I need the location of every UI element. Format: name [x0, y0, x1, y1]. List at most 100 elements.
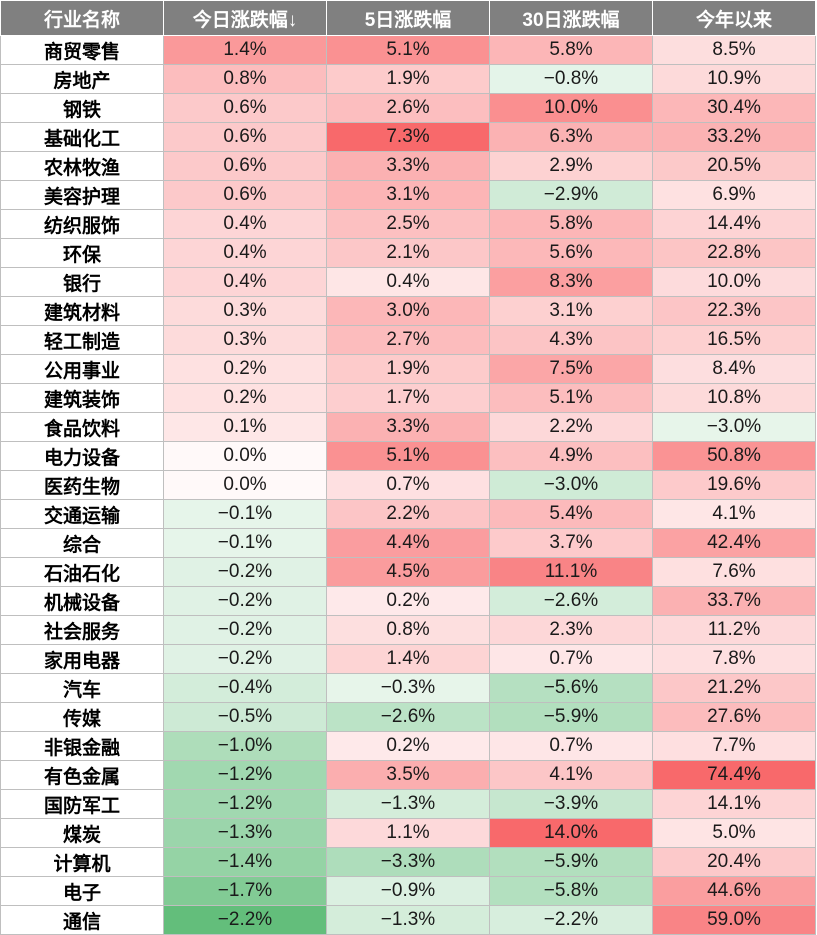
industry-name-cell: 钢铁 [0, 93, 164, 123]
industry-name-cell: 美容护理 [0, 180, 164, 210]
5day-change-cell: 2.6% [326, 93, 490, 123]
today-change-cell: 0.2% [163, 383, 327, 413]
5day-change-cell: −0.3% [326, 673, 490, 703]
table-row: 非银金融 −1.0% 0.2% 0.7% 7.7% [0, 731, 816, 761]
ytd-change-cell: 10.0% [652, 267, 816, 297]
30day-change-cell: 0.7% [489, 644, 653, 674]
ytd-change-cell: 8.4% [652, 354, 816, 384]
industry-name-cell: 综合 [0, 528, 164, 558]
today-change-cell: 0.1% [163, 412, 327, 442]
header-today-change[interactable]: 今日涨跌幅↓ [163, 0, 327, 36]
industry-name-cell: 非银金融 [0, 731, 164, 761]
ytd-change-cell: 22.8% [652, 238, 816, 268]
ytd-change-cell: 21.2% [652, 673, 816, 703]
table-row: 交通运输 −0.1% 2.2% 5.4% 4.1% [0, 499, 816, 529]
table-row: 家用电器 −0.2% 1.4% 0.7% 7.8% [0, 644, 816, 674]
today-change-cell: −2.2% [163, 905, 327, 935]
30day-change-cell: 7.5% [489, 354, 653, 384]
table-row: 机械设备 −0.2% 0.2% −2.6% 33.7% [0, 586, 816, 616]
header-industry-name[interactable]: 行业名称 [0, 0, 164, 36]
industry-name-cell: 房地产 [0, 64, 164, 94]
header-30day-change[interactable]: 30日涨跌幅 [489, 0, 653, 36]
5day-change-cell: −2.6% [326, 702, 490, 732]
ytd-change-cell: 50.8% [652, 441, 816, 471]
table-row: 钢铁 0.6% 2.6% 10.0% 30.4% [0, 93, 816, 123]
today-change-cell: 0.8% [163, 64, 327, 94]
header-ytd-change[interactable]: 今年以来 [652, 0, 816, 36]
5day-change-cell: 1.1% [326, 818, 490, 848]
table-row: 食品饮料 0.1% 3.3% 2.2% −3.0% [0, 412, 816, 442]
ytd-change-cell: 6.9% [652, 180, 816, 210]
table-row: 美容护理 0.6% 3.1% −2.9% 6.9% [0, 180, 816, 210]
today-change-cell: −1.2% [163, 789, 327, 819]
today-change-cell: 0.0% [163, 441, 327, 471]
30day-change-cell: 5.8% [489, 35, 653, 65]
30day-change-cell: 8.3% [489, 267, 653, 297]
30day-change-cell: −5.9% [489, 702, 653, 732]
30day-change-cell: 5.4% [489, 499, 653, 529]
ytd-change-cell: 42.4% [652, 528, 816, 558]
today-change-cell: −0.2% [163, 586, 327, 616]
industry-name-cell: 电子 [0, 876, 164, 906]
30day-change-cell: −3.0% [489, 470, 653, 500]
5day-change-cell: 3.0% [326, 296, 490, 326]
ytd-change-cell: 10.9% [652, 64, 816, 94]
30day-change-cell: 5.1% [489, 383, 653, 413]
industry-name-cell: 食品饮料 [0, 412, 164, 442]
30day-change-cell: 2.2% [489, 412, 653, 442]
table-row: 电力设备 0.0% 5.1% 4.9% 50.8% [0, 441, 816, 471]
ytd-change-cell: 14.1% [652, 789, 816, 819]
5day-change-cell: 2.5% [326, 209, 490, 239]
5day-change-cell: 1.9% [326, 354, 490, 384]
ytd-change-cell: 33.7% [652, 586, 816, 616]
ytd-change-cell: 4.1% [652, 499, 816, 529]
30day-change-cell: 14.0% [489, 818, 653, 848]
ytd-change-cell: 7.7% [652, 731, 816, 761]
header-5day-change[interactable]: 5日涨跌幅 [326, 0, 490, 36]
industry-name-cell: 环保 [0, 238, 164, 268]
5day-change-cell: −3.3% [326, 847, 490, 877]
industry-name-cell: 建筑材料 [0, 296, 164, 326]
today-change-cell: −0.1% [163, 528, 327, 558]
today-change-cell: 0.3% [163, 296, 327, 326]
5day-change-cell: −1.3% [326, 789, 490, 819]
table-row: 汽车 −0.4% −0.3% −5.6% 21.2% [0, 673, 816, 703]
ytd-change-cell: −3.0% [652, 412, 816, 442]
today-change-cell: −0.5% [163, 702, 327, 732]
industry-name-cell: 电力设备 [0, 441, 164, 471]
industry-name-cell: 建筑装饰 [0, 383, 164, 413]
5day-change-cell: 2.2% [326, 499, 490, 529]
today-change-cell: −0.2% [163, 644, 327, 674]
30day-change-cell: −2.2% [489, 905, 653, 935]
today-change-cell: −0.4% [163, 673, 327, 703]
ytd-change-cell: 7.6% [652, 557, 816, 587]
30day-change-cell: −2.6% [489, 586, 653, 616]
table-row: 传媒 −0.5% −2.6% −5.9% 27.6% [0, 702, 816, 732]
30day-change-cell: 4.3% [489, 325, 653, 355]
30day-change-cell: −3.9% [489, 789, 653, 819]
table-row: 煤炭 −1.3% 1.1% 14.0% 5.0% [0, 818, 816, 848]
30day-change-cell: 10.0% [489, 93, 653, 123]
table-row: 农林牧渔 0.6% 3.3% 2.9% 20.5% [0, 151, 816, 181]
today-change-cell: 0.4% [163, 209, 327, 239]
ytd-change-cell: 30.4% [652, 93, 816, 123]
5day-change-cell: 0.8% [326, 615, 490, 645]
industry-name-cell: 交通运输 [0, 499, 164, 529]
industry-name-cell: 汽车 [0, 673, 164, 703]
30day-change-cell: 3.1% [489, 296, 653, 326]
5day-change-cell: 3.1% [326, 180, 490, 210]
5day-change-cell: −1.3% [326, 905, 490, 935]
table-row: 银行 0.4% 0.4% 8.3% 10.0% [0, 267, 816, 297]
today-change-cell: −0.1% [163, 499, 327, 529]
5day-change-cell: −0.9% [326, 876, 490, 906]
30day-change-cell: 5.6% [489, 238, 653, 268]
industry-name-cell: 基础化工 [0, 122, 164, 152]
industry-name-cell: 传媒 [0, 702, 164, 732]
table-row: 国防军工 −1.2% −1.3% −3.9% 14.1% [0, 789, 816, 819]
ytd-change-cell: 7.8% [652, 644, 816, 674]
ytd-change-cell: 11.2% [652, 615, 816, 645]
industry-name-cell: 社会服务 [0, 615, 164, 645]
table-row: 公用事业 0.2% 1.9% 7.5% 8.4% [0, 354, 816, 384]
today-change-cell: −1.7% [163, 876, 327, 906]
today-change-cell: 0.6% [163, 93, 327, 123]
